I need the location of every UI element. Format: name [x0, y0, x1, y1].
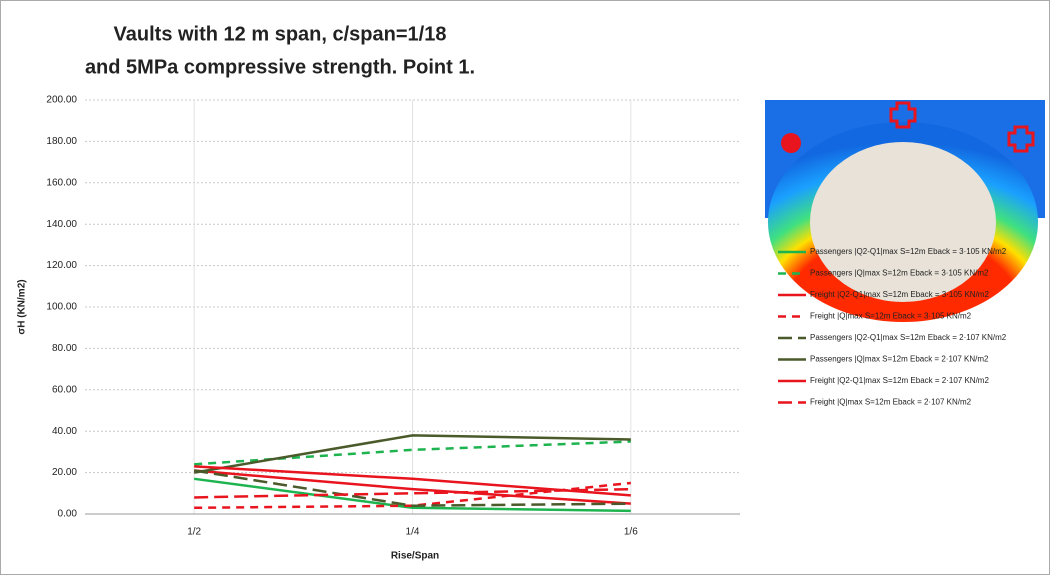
legend-label: Freight |Q2-Q1|max S=12m Eback = 3·105 K…	[810, 290, 989, 299]
series-line	[194, 477, 631, 513]
y-tick-label: 20.00	[52, 467, 77, 478]
legend-label: Freight |Q|max S=12m Eback = 2·107 KN/m2	[810, 398, 972, 407]
x-tick-label: 1/2	[187, 527, 201, 538]
y-tick-label: 180.00	[46, 136, 77, 147]
series-line	[194, 469, 631, 505]
stress-image	[765, 100, 1045, 322]
x-tick-label: 1/6	[624, 527, 638, 538]
y-axis-label: σH (KN/m2)	[17, 279, 28, 334]
legend-label: Passengers |Q2-Q1|max S=12m Eback = 3·10…	[810, 247, 1007, 256]
y-tick-label: 140.00	[46, 219, 77, 230]
legend-label: Freight |Q|max S=12m Eback = 3·105 KN/m2	[810, 312, 972, 321]
y-tick-label: 200.00	[46, 95, 77, 106]
series-line	[193, 434, 631, 474]
x-tick-label: 1/4	[406, 527, 420, 538]
y-tick-label: 120.00	[46, 260, 77, 271]
series-line	[193, 469, 631, 507]
chart-title: and 5MPa compressive strength. Point 1.	[85, 56, 475, 78]
legend-label: Passengers |Q|max S=12m Eback = 2·107 KN…	[810, 355, 989, 364]
chart-title: Vaults with 12 m span, c/span=1/18	[114, 23, 447, 45]
y-tick-label: 100.00	[46, 302, 77, 313]
y-tick-label: 0.00	[58, 509, 78, 520]
legend-label: Freight |Q2-Q1|max S=12m Eback = 2·107 K…	[810, 376, 989, 385]
y-tick-label: 60.00	[52, 384, 77, 395]
series-line	[194, 487, 631, 499]
y-tick-label: 80.00	[52, 343, 77, 354]
x-axis-label: Rise/Span	[391, 551, 439, 562]
y-tick-label: 160.00	[46, 177, 77, 188]
legend-label: Passengers |Q|max S=12m Eback = 3·105 KN…	[810, 269, 989, 278]
y-tick-label: 40.00	[52, 426, 77, 437]
legend-label: Passengers |Q2-Q1|max S=12m Eback = 2·10…	[810, 333, 1007, 342]
